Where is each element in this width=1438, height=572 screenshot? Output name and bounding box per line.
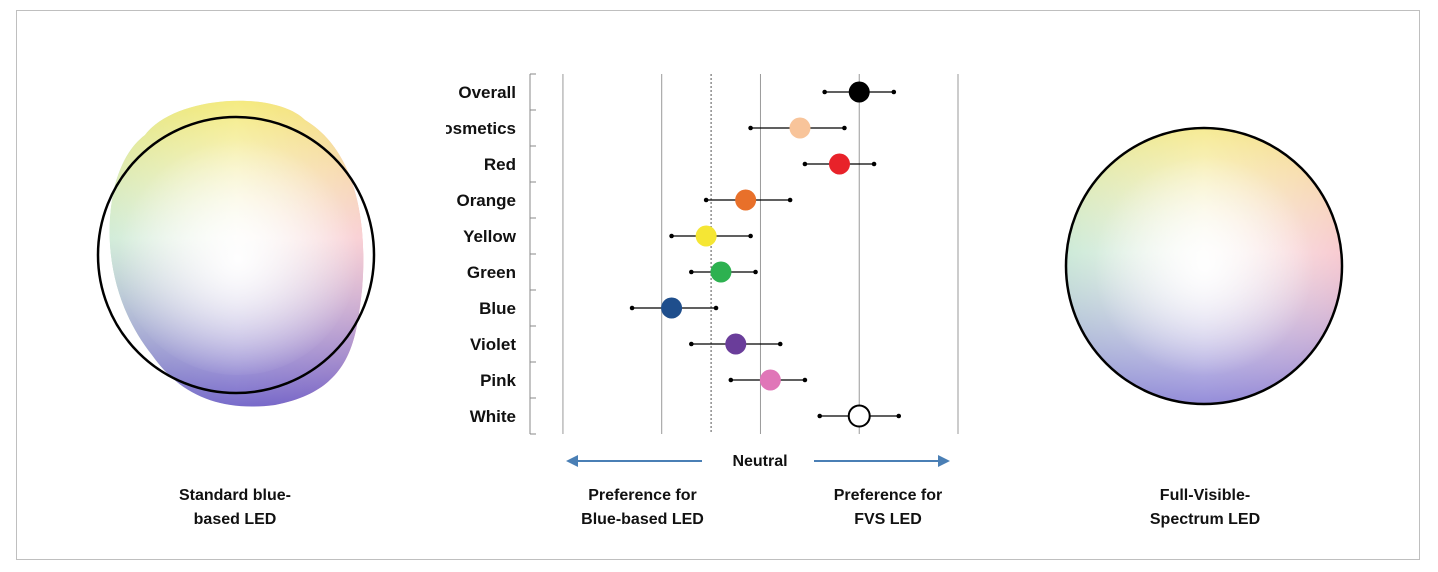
category-label-pink: Pink xyxy=(480,371,516,390)
error-cap-high-overall xyxy=(891,89,897,95)
error-cap-low-cosmetics xyxy=(748,125,753,131)
category-label-blue: Blue xyxy=(479,299,516,318)
error-cap-high-white xyxy=(896,413,902,419)
error-cap-low-yellow xyxy=(669,233,674,239)
category-label-yellow: Yellow xyxy=(463,227,517,246)
preference-fvs-label: Preference for FVS LED xyxy=(798,484,978,532)
category-label-cosmetics: Cosmetics xyxy=(446,119,516,138)
error-cap-high-blue xyxy=(713,305,719,311)
category-label-red: Red xyxy=(484,155,516,174)
standard-led-white-center xyxy=(118,135,358,375)
error-cap-low-red xyxy=(802,161,808,167)
data-point-overall xyxy=(848,81,870,103)
preference-blue-line1: Preference for xyxy=(588,487,697,504)
error-cap-low-green xyxy=(689,269,694,275)
data-point-cosmetics xyxy=(789,117,811,139)
error-cap-high-orange xyxy=(787,197,793,203)
category-label-orange: Orange xyxy=(456,191,516,210)
preference-axis-arrows xyxy=(566,455,950,467)
error-cap-high-cosmetics xyxy=(842,125,847,131)
data-point-blue xyxy=(661,297,683,319)
error-cap-low-orange xyxy=(703,197,709,203)
standard-led-caption-line2: based LED xyxy=(193,511,277,528)
error-cap-high-yellow xyxy=(748,233,753,239)
error-cap-low-white xyxy=(817,413,823,419)
standard-led-caption: Standard blue- based LED xyxy=(130,484,340,532)
error-cap-low-overall xyxy=(822,89,827,95)
data-point-red xyxy=(828,153,850,175)
fvs-led-caption-line2: Spectrum LED xyxy=(1149,511,1261,528)
preference-fvs-line2: FVS LED xyxy=(854,511,922,528)
neutral-label: Neutral xyxy=(732,453,788,470)
preference-chart: Overall Cosmetics Red Orange Yellow Green Blue… xyxy=(446,73,959,435)
fvs-led-color-wheel xyxy=(1064,126,1344,406)
category-label-green: Green xyxy=(467,263,516,282)
preference-fvs-line1: Preference for xyxy=(833,487,943,504)
category-label-violet: Violet xyxy=(470,335,516,354)
preference-blue-label: Preference for Blue-based LED xyxy=(555,484,730,532)
category-label-overall: Overall xyxy=(458,83,516,102)
data-point-white xyxy=(847,404,871,428)
error-cap-high-green xyxy=(753,269,758,275)
fvs-led-caption: Full-Visible- Spectrum LED xyxy=(1100,484,1310,532)
data-point-violet xyxy=(725,333,747,355)
data-point-yellow xyxy=(695,225,717,247)
error-cap-low-blue xyxy=(629,305,635,311)
fvs-led-white-center xyxy=(1094,156,1314,376)
error-cap-high-red xyxy=(871,161,877,167)
standard-led-caption-line1: Standard blue- xyxy=(178,487,291,504)
preference-blue-line2: Blue-based LED xyxy=(581,511,704,528)
figure-frame xyxy=(16,10,1420,560)
error-cap-high-pink xyxy=(802,377,808,383)
fvs-reference-circle xyxy=(1064,126,1344,406)
error-cap-low-violet xyxy=(689,341,694,347)
data-point-green xyxy=(710,261,732,283)
error-cap-high-violet xyxy=(777,341,783,347)
data-point-pink xyxy=(759,369,781,391)
error-cap-low-pink xyxy=(728,377,734,383)
left-arrow xyxy=(566,455,702,467)
fvs-led-caption-line1: Full-Visible- xyxy=(1159,487,1251,504)
reference-gamut-circle xyxy=(96,115,376,395)
right-arrow xyxy=(814,455,950,467)
standard-led-color-wheel xyxy=(96,100,376,407)
category-label-white: White xyxy=(470,407,516,426)
data-point-orange xyxy=(735,189,757,211)
